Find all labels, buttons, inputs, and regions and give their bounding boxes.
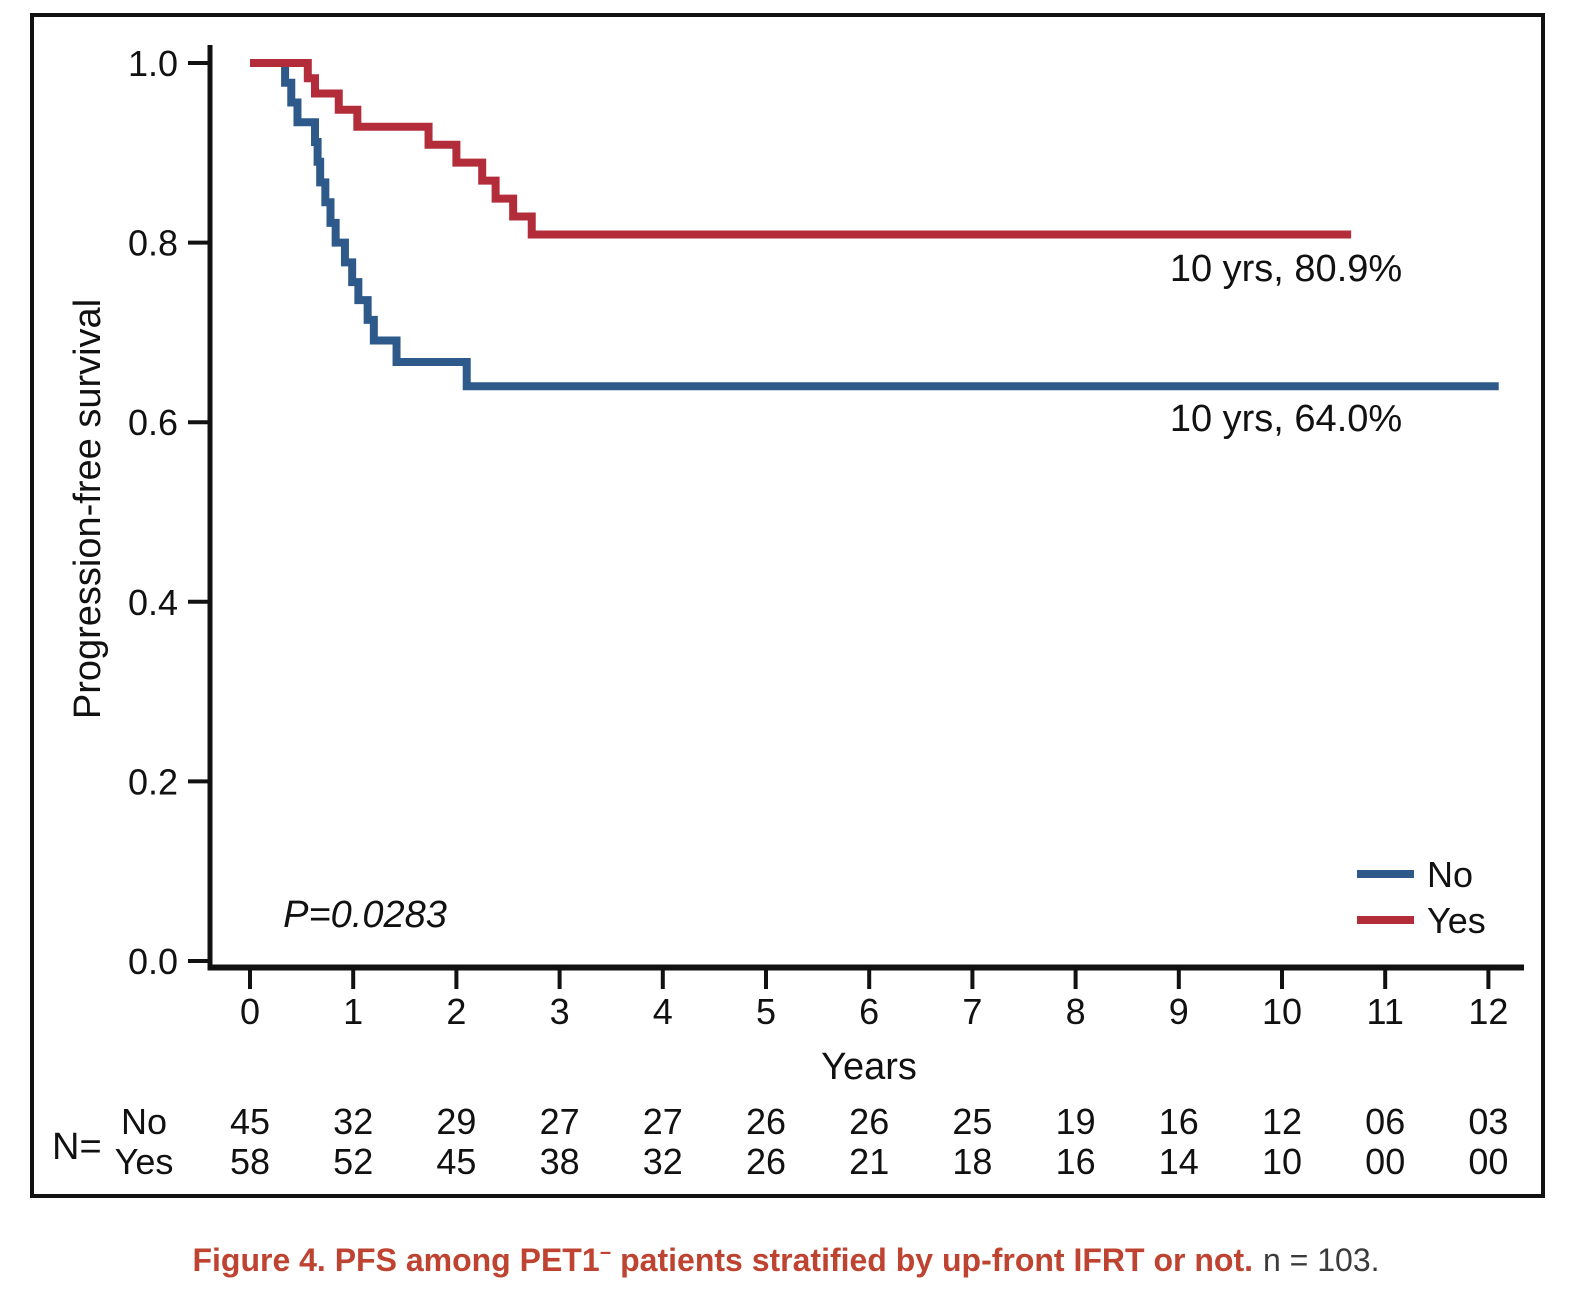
- legend-label-no: No: [1427, 854, 1473, 895]
- x-axis-ticks: 0 1 2 3 4 5 6 7 8 9 10 11 12: [240, 967, 1508, 1032]
- risk-row-label-no: No: [121, 1101, 167, 1142]
- risk-count-yes-year1: 52: [333, 1141, 373, 1182]
- caption-bold-prefix: Figure 4. PFS among PET1: [192, 1242, 600, 1278]
- y-tick-label-0.4: 0.4: [128, 582, 178, 623]
- y-axis-title: Progression-free survival: [67, 299, 109, 719]
- x-tick-label-9: 9: [1169, 991, 1189, 1032]
- x-tick-label-4: 4: [653, 991, 673, 1032]
- caption-sample-size: n = 103.: [1262, 1242, 1380, 1278]
- y-tick-label-1.0: 1.0: [128, 43, 178, 84]
- risk-count-yes-year9: 14: [1159, 1141, 1199, 1182]
- legend: No Yes: [1357, 854, 1486, 941]
- risk-count-no-year1: 32: [333, 1101, 373, 1142]
- caption-bold-text: Figure 4. PFS among PET1− patients strat…: [192, 1242, 1253, 1278]
- y-tick-label-0.6: 0.6: [128, 402, 178, 443]
- risk-count-yes-year0: 58: [230, 1141, 270, 1182]
- x-tick-label-7: 7: [962, 991, 982, 1032]
- x-tick-label-12: 12: [1468, 991, 1508, 1032]
- x-tick-label-10: 10: [1262, 991, 1302, 1032]
- risk-count-yes-year7: 18: [952, 1141, 992, 1182]
- x-tick-label-5: 5: [756, 991, 776, 1032]
- risk-count-yes-year3: 38: [540, 1141, 580, 1182]
- x-tick-label-2: 2: [446, 991, 466, 1032]
- risk-count-yes-year5: 26: [746, 1141, 786, 1182]
- risk-count-no-year10: 12: [1262, 1101, 1302, 1142]
- y-tick-label-0.2: 0.2: [128, 761, 178, 802]
- km-curve-yes: [250, 59, 1352, 239]
- legend-label-yes: Yes: [1427, 900, 1486, 941]
- figure-box: 0.0 0.2 0.4 0.6 0.8 1.0 0 1 2 3 4 5 6 7 8 9 10 11 12 Year…: [30, 13, 1545, 1198]
- caption-bold-suffix: patients stratified by up-front IFRT or …: [611, 1242, 1253, 1278]
- risk-count-no-year9: 16: [1159, 1101, 1199, 1142]
- km-curve-no: [250, 59, 1499, 391]
- x-tick-label-11: 11: [1367, 991, 1404, 1032]
- risk-count-yes-year4: 32: [643, 1141, 683, 1182]
- risk-row-label-yes: Yes: [115, 1141, 174, 1182]
- y-tick-label-0.8: 0.8: [128, 223, 178, 264]
- x-axis-title: Years: [821, 1046, 917, 1088]
- caption-superscript-minus: −: [599, 1242, 612, 1265]
- figure-caption: Figure 4. PFS among PET1− patients strat…: [0, 1238, 1572, 1283]
- y-tick-label-0.0: 0.0: [128, 941, 178, 982]
- risk-count-no-year6: 26: [849, 1101, 889, 1142]
- km-plot: 0.00.20.40.60.81.0 0 1 2 3 4 5 6 7 8 9 10 11 12 Year…: [52, 43, 1524, 1182]
- risk-count-yes-year6: 21: [849, 1141, 889, 1182]
- x-tick-label-6: 6: [859, 991, 879, 1032]
- risk-count-yes-year2: 45: [436, 1141, 476, 1182]
- risk-table-prefix: N=: [52, 1126, 102, 1168]
- risk-count-yes-year10: 10: [1262, 1141, 1302, 1182]
- annotation-no: 10 yrs, 64.0%: [1170, 398, 1402, 440]
- risk-count-no-year11: 06: [1365, 1101, 1405, 1142]
- risk-count-no-year3: 27: [540, 1101, 580, 1142]
- risk-count-no-year2: 29: [436, 1101, 476, 1142]
- x-tick-label-0: 0: [240, 991, 260, 1032]
- risk-count-no-year5: 26: [746, 1101, 786, 1142]
- risk-count-yes-year8: 16: [1056, 1141, 1096, 1182]
- risk-count-no-year7: 25: [952, 1101, 992, 1142]
- risk-count-no-year0: 45: [230, 1101, 270, 1142]
- axes: 0.00.20.40.60.81.0 0 1 2 3 4 5 6 7 8 9 10 11 12 Year…: [67, 43, 1524, 1088]
- y-axis-ticks: 0.0 0.2 0.4 0.6 0.8 1.0: [128, 43, 210, 982]
- risk-count-yes-year12: 00: [1468, 1141, 1508, 1182]
- risk-count-yes-year11: 00: [1365, 1141, 1405, 1182]
- annotation-yes: 10 yrs, 80.9%: [1170, 248, 1402, 290]
- risk-count-no-year12: 03: [1468, 1101, 1508, 1142]
- risk-count-no-year8: 19: [1056, 1101, 1096, 1142]
- x-tick-label-3: 3: [550, 991, 570, 1032]
- curves: [250, 59, 1499, 391]
- x-tick-label-8: 8: [1066, 991, 1086, 1032]
- p-value: P=0.0283: [283, 894, 447, 936]
- x-tick-label-1: 1: [343, 991, 363, 1032]
- risk-count-no-year4: 27: [643, 1101, 683, 1142]
